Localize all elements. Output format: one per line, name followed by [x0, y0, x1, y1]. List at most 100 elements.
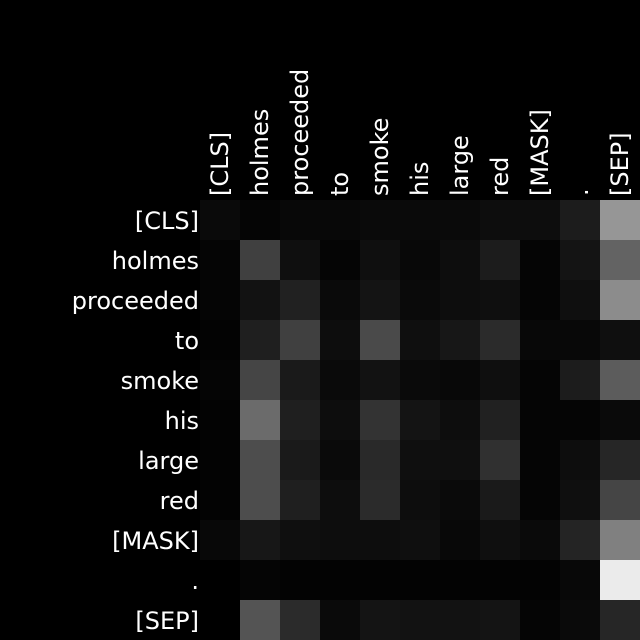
- heatmap-cell: [320, 600, 360, 640]
- x-tick-label: smoke: [366, 118, 394, 196]
- heatmap-cell: [280, 240, 320, 280]
- heatmap-cell: [360, 400, 400, 440]
- heatmap-cell: [240, 280, 280, 320]
- heatmap-cell: [600, 560, 640, 600]
- heatmap-cell: [240, 360, 280, 400]
- y-tick-label: [MASK]: [112, 527, 199, 555]
- heatmap-cell: [320, 360, 360, 400]
- heatmap-cell: [520, 480, 560, 520]
- heatmap-cell: [200, 240, 240, 280]
- heatmap-cell: [520, 400, 560, 440]
- heatmap-cell: [440, 400, 480, 440]
- heatmap-cell: [600, 200, 640, 240]
- y-tick-label: his: [165, 407, 199, 435]
- heatmap-cell: [440, 480, 480, 520]
- heatmap-cell: [200, 360, 240, 400]
- heatmap-cell: [360, 360, 400, 400]
- heatmap-cell: [240, 320, 280, 360]
- heatmap-cell: [200, 600, 240, 640]
- heatmap-cell: [360, 440, 400, 480]
- heatmap-cell: [400, 520, 440, 560]
- heatmap-cell: [440, 200, 480, 240]
- y-tick-labels: [CLS] holmes proceeded to smoke his large red [M…: [72, 207, 199, 635]
- heatmap-cell: [480, 320, 520, 360]
- heatmap-cell: [400, 320, 440, 360]
- heatmap-cell: [560, 560, 600, 600]
- heatmap-cell: [440, 440, 480, 480]
- heatmap-cell: [240, 560, 280, 600]
- heatmap-cell: [480, 600, 520, 640]
- heatmap-cell: [360, 600, 400, 640]
- heatmap-cell: [480, 400, 520, 440]
- heatmap-cell: [240, 240, 280, 280]
- heatmap-cell: [320, 480, 360, 520]
- heatmap-cells: [200, 200, 640, 640]
- heatmap-cell: [440, 240, 480, 280]
- heatmap-cell: [560, 360, 600, 400]
- heatmap-cell: [240, 520, 280, 560]
- heatmap-cell: [360, 280, 400, 320]
- heatmap-cell: [480, 520, 520, 560]
- heatmap-cell: [600, 440, 640, 480]
- heatmap-cell: [200, 560, 240, 600]
- y-tick-label: proceeded: [72, 287, 199, 315]
- heatmap-cell: [320, 560, 360, 600]
- heatmap-cell: [480, 280, 520, 320]
- x-tick-label: red: [486, 157, 514, 196]
- heatmap-cell: [440, 280, 480, 320]
- heatmap-cell: [440, 320, 480, 360]
- heatmap-cell: [400, 280, 440, 320]
- heatmap-cell: [240, 440, 280, 480]
- heatmap-cell: [520, 320, 560, 360]
- heatmap-cell: [440, 560, 480, 600]
- heatmap-cell: [240, 400, 280, 440]
- heatmap-cell: [400, 480, 440, 520]
- heatmap-cell: [280, 360, 320, 400]
- heatmap-cell: [480, 360, 520, 400]
- heatmap-cell: [560, 240, 600, 280]
- heatmap-cell: [400, 600, 440, 640]
- heatmap-cell: [240, 480, 280, 520]
- y-tick-label: large: [138, 447, 199, 475]
- heatmap-cell: [200, 200, 240, 240]
- heatmap-cell: [600, 520, 640, 560]
- heatmap-cell: [520, 520, 560, 560]
- x-tick-label: [SEP]: [606, 132, 634, 196]
- heatmap-cell: [520, 440, 560, 480]
- heatmap-cell: [480, 200, 520, 240]
- heatmap-cell: [320, 280, 360, 320]
- heatmap-cell: [560, 320, 600, 360]
- heatmap-cell: [280, 600, 320, 640]
- heatmap-cell: [600, 400, 640, 440]
- x-tick-label: .: [566, 188, 594, 196]
- heatmap-cell: [280, 440, 320, 480]
- heatmap-cell: [520, 280, 560, 320]
- y-tick-label: [SEP]: [135, 607, 199, 635]
- heatmap-cell: [360, 520, 400, 560]
- heatmap-cell: [280, 200, 320, 240]
- heatmap-cell: [280, 560, 320, 600]
- heatmap-cell: [280, 480, 320, 520]
- heatmap-cell: [400, 360, 440, 400]
- heatmap-cell: [280, 320, 320, 360]
- heatmap-cell: [600, 320, 640, 360]
- heatmap-cell: [400, 240, 440, 280]
- heatmap-cell: [200, 280, 240, 320]
- heatmap-cell: [440, 600, 480, 640]
- heatmap-cell: [320, 520, 360, 560]
- heatmap-cell: [440, 520, 480, 560]
- heatmap-cell: [600, 360, 640, 400]
- heatmap-cell: [560, 440, 600, 480]
- heatmap-cell: [400, 440, 440, 480]
- heatmap-cell: [560, 280, 600, 320]
- heatmap-cell: [560, 520, 600, 560]
- x-tick-label: proceeded: [286, 69, 314, 196]
- heatmap-cell: [480, 560, 520, 600]
- x-tick-label: holmes: [246, 109, 274, 196]
- heatmap-cell: [560, 200, 600, 240]
- x-tick-labels: [CLS] holmes proceeded to smoke his large red [M…: [206, 69, 634, 196]
- heatmap-cell: [200, 440, 240, 480]
- heatmap-cell: [400, 400, 440, 440]
